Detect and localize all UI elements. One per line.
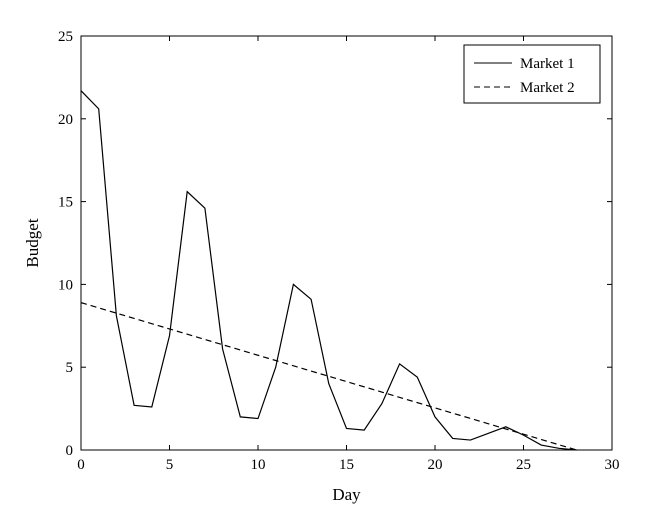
- y-tick-label: 20: [58, 112, 73, 128]
- y-tick-label: 25: [58, 29, 73, 45]
- x-tick-label: 20: [428, 457, 443, 473]
- x-tick-label: 5: [166, 457, 174, 473]
- y-tick-label: 15: [58, 195, 73, 211]
- y-tick-label: 10: [58, 277, 73, 293]
- series-line-market-1: [80, 90, 577, 451]
- x-tick-label: 15: [339, 457, 354, 473]
- y-tick-label: 0: [66, 443, 74, 459]
- x-tick-label: 25: [516, 457, 531, 473]
- y-tick-label: 5: [66, 360, 74, 376]
- x-axis-label: Day: [332, 485, 361, 504]
- legend: Market 1 Market 2: [463, 44, 601, 104]
- x-tick-label: 0: [77, 457, 85, 473]
- series-line-market-2: [80, 302, 577, 451]
- axis-ticks: 0 5 10 15 20 25 30 0 5 10 15 20 25: [58, 29, 620, 473]
- legend-label-market-1: Market 1: [520, 56, 575, 72]
- legend-label-market-2: Market 2: [520, 80, 575, 96]
- x-tick-label: 30: [605, 457, 620, 473]
- y-axis-label: Budget: [23, 218, 42, 267]
- series-layer: [80, 90, 577, 451]
- x-tick-label: 10: [251, 457, 266, 473]
- legend-box: [463, 44, 601, 104]
